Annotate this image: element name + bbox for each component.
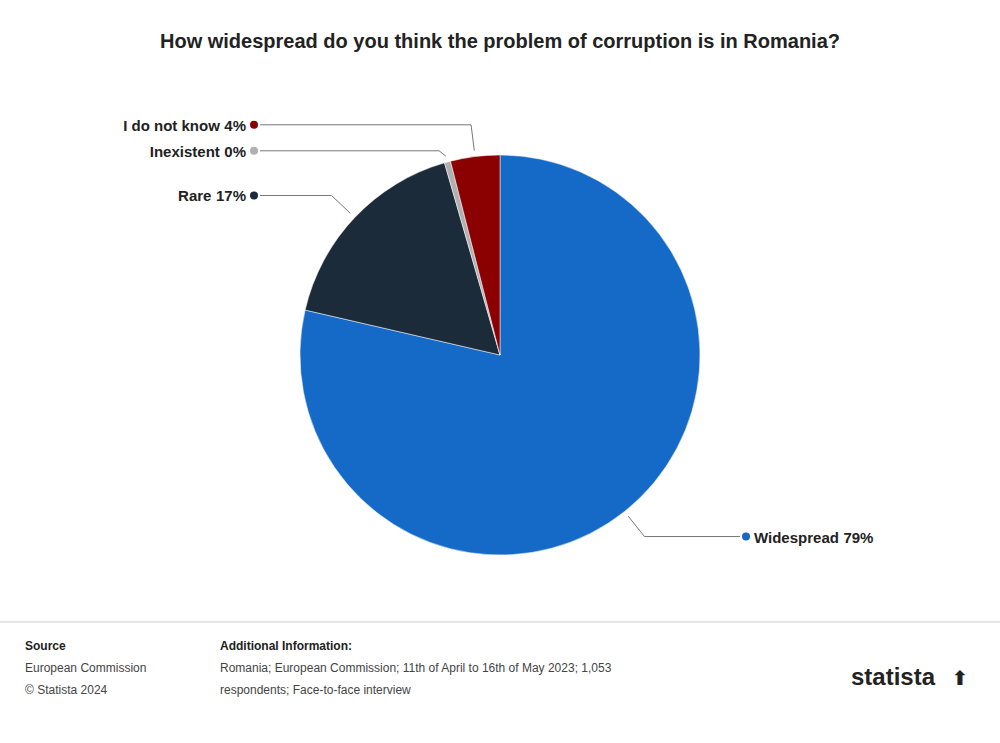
slice-value: 0% <box>224 142 246 159</box>
footer-text: European Commission <box>25 661 146 675</box>
label-bullet <box>250 191 258 199</box>
pie-slice <box>300 155 700 555</box>
footer-text: ⬆ <box>952 667 969 689</box>
label-bullet <box>250 147 258 155</box>
footer-text: Romania; European Commission; 11th of Ap… <box>220 661 612 675</box>
slice-name: Rare <box>178 187 211 204</box>
chart: How widespread do you think the problem … <box>0 0 1000 743</box>
footer-text: © Statista 2024 <box>25 683 108 697</box>
label-bullet <box>742 533 750 541</box>
footer-text: Additional Information: <box>220 639 352 653</box>
pie-slice <box>451 155 500 355</box>
label-bullet <box>250 121 258 129</box>
footer-separator <box>0 622 1000 623</box>
slice-name: Widespread <box>754 528 839 545</box>
slice-value: 17% <box>216 187 246 204</box>
title: How widespread do you think the problem … <box>160 30 840 52</box>
footer-text: Source <box>25 639 66 653</box>
footer-text: statista <box>851 663 936 690</box>
data-label: Inexistent0% <box>150 142 246 159</box>
leader-line <box>628 516 740 536</box>
data-label: Widespread79% <box>754 528 873 545</box>
slice-value: 4% <box>224 116 246 133</box>
leader-line <box>260 151 446 156</box>
slice-name: I do not know <box>123 116 220 133</box>
leader-line <box>260 125 474 151</box>
data-labels: Widespread79%Rare17%Inexistent0%I do not… <box>123 116 873 545</box>
pie <box>300 155 700 555</box>
chart-container: How widespread do you think the problem … <box>0 0 1000 743</box>
data-label: Rare 17% <box>178 187 246 204</box>
slice-value: 79% <box>843 528 873 545</box>
slice-name: Inexistent <box>150 142 220 159</box>
footer: Source European Commission © Statista 2024… <box>0 622 1000 697</box>
background <box>0 0 1000 743</box>
footer-text: respondents; Face-to-face interview <box>220 683 411 697</box>
data-label: I do not know4% <box>123 116 246 133</box>
leader-line <box>260 195 350 213</box>
